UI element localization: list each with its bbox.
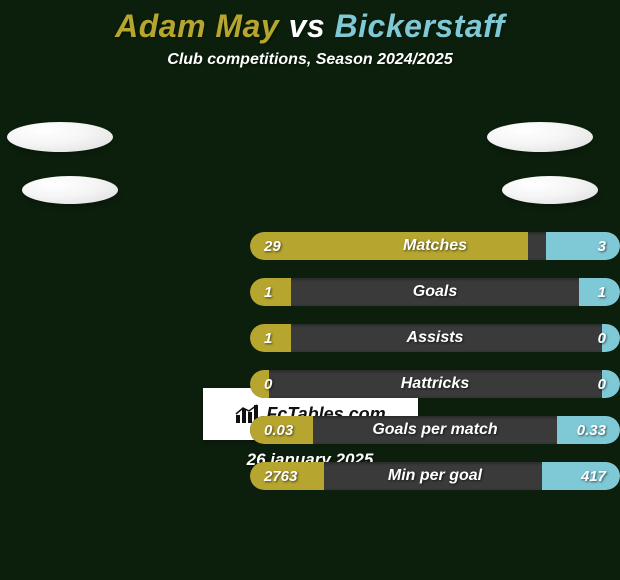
bar-right — [542, 462, 620, 490]
bar-left — [250, 278, 291, 306]
bar-right — [546, 232, 620, 260]
stat-label: Goals — [250, 278, 620, 306]
subtitle: Club competitions, Season 2024/2025 — [0, 51, 620, 69]
infographic-container: Adam May vs Bickerstaff Club competition… — [0, 0, 620, 580]
bar-right — [579, 278, 620, 306]
bar-left — [250, 324, 291, 352]
left-player-oval — [7, 122, 113, 152]
stat-row: Min per goal2763417 — [250, 462, 620, 490]
bar-left — [250, 232, 528, 260]
stat-row: Goals per match0.030.33 — [250, 416, 620, 444]
stats-block: Matches293 Goals11 Assists10 Hattricks00 Goa… — [250, 232, 620, 490]
bar-left — [250, 462, 324, 490]
bar-left — [250, 416, 313, 444]
title-player2: Bickerstaff — [335, 8, 505, 44]
title-player1: Adam May — [115, 8, 279, 44]
left-player-oval — [22, 176, 118, 204]
stat-label: Assists — [250, 324, 620, 352]
stat-row: Matches293 — [250, 232, 620, 260]
bar-right — [602, 324, 620, 352]
right-player-oval — [487, 122, 593, 152]
bar-right — [602, 370, 620, 398]
right-player-oval — [502, 176, 598, 204]
title-vs: vs — [289, 8, 326, 44]
stat-row: Hattricks00 — [250, 370, 620, 398]
stat-row: Assists10 — [250, 324, 620, 352]
bar-left — [250, 370, 269, 398]
stat-row: Goals11 — [250, 278, 620, 306]
comparison-title: Adam May vs Bickerstaff — [0, 8, 620, 45]
bar-right — [557, 416, 620, 444]
stat-label: Hattricks — [250, 370, 620, 398]
